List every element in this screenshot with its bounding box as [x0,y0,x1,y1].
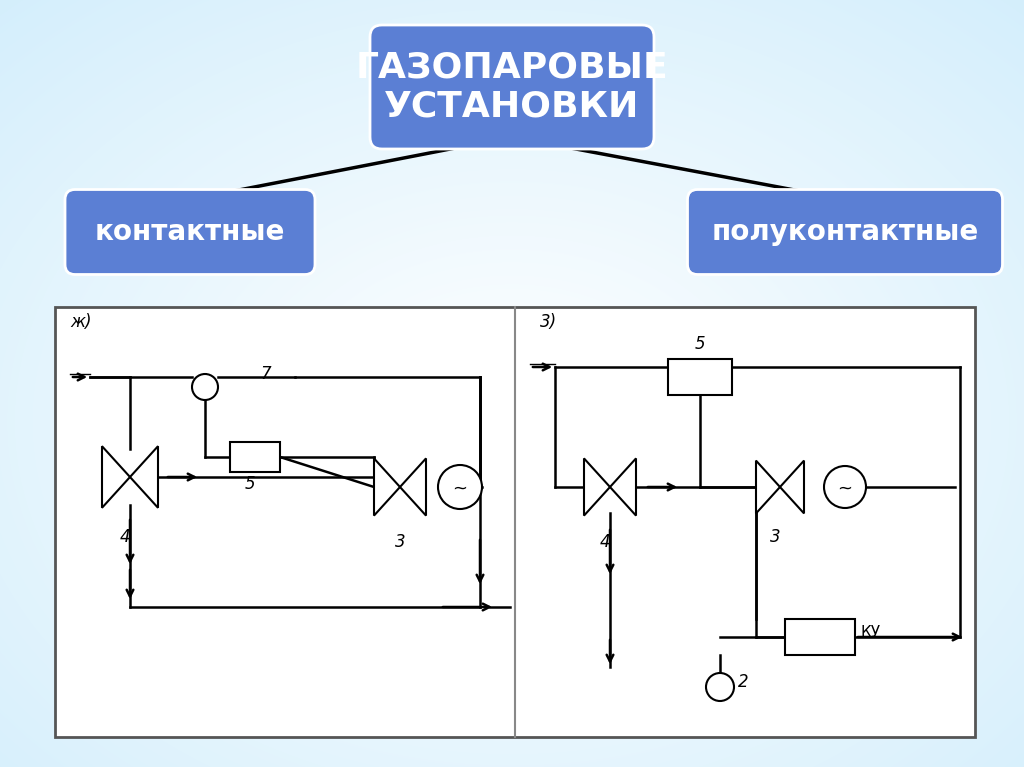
Text: ~: ~ [453,480,468,498]
FancyBboxPatch shape [370,25,654,149]
Polygon shape [584,459,610,515]
FancyBboxPatch shape [65,189,315,275]
Circle shape [706,673,734,701]
Text: 7: 7 [260,365,270,383]
Polygon shape [374,459,400,515]
Text: ГАЗОПАРОВЫЕ
УСТАНОВКИ: ГАЗОПАРОВЫЕ УСТАНОВКИ [355,51,669,123]
Bar [230,442,280,472]
Text: полуконтактные: полуконтактные [712,218,979,246]
FancyBboxPatch shape [687,189,1002,275]
Circle shape [824,466,866,508]
Text: 2: 2 [738,673,749,691]
Bar [785,619,855,655]
Circle shape [438,465,482,509]
Bar [55,307,975,737]
Text: 4: 4 [120,528,130,546]
Text: 3: 3 [394,533,406,551]
Bar [668,359,732,395]
Polygon shape [780,461,804,513]
Text: КУ: КУ [860,625,880,640]
Polygon shape [130,446,158,508]
Text: 3: 3 [770,528,780,546]
Text: 5: 5 [245,475,255,493]
Text: ж): ж) [70,313,91,331]
Polygon shape [610,459,636,515]
Text: 5: 5 [694,335,706,353]
Circle shape [193,374,218,400]
Text: 4: 4 [600,533,610,551]
Text: ~: ~ [838,480,853,498]
Polygon shape [756,461,780,513]
Text: 3): 3) [540,313,557,331]
Polygon shape [400,459,426,515]
Polygon shape [102,446,130,508]
Text: контактные: контактные [95,218,286,246]
